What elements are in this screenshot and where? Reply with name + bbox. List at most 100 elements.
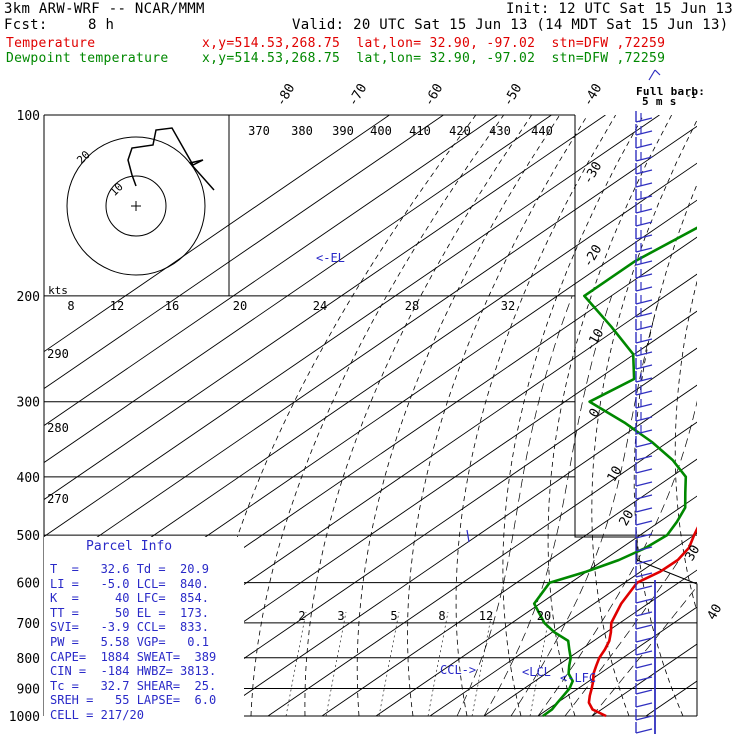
wind-barb <box>635 130 653 136</box>
sounding-profiles <box>532 226 697 718</box>
parcel-info-row: SVI= -3.9 CCL= 833. <box>50 620 209 635</box>
isotherm-line <box>537 606 697 717</box>
wind-barb <box>635 247 653 253</box>
parcel-info-row: K = 40 LFC= 854. <box>50 591 209 606</box>
isotherm-line <box>44 115 660 538</box>
pressure-tick-label: 900 <box>17 682 40 697</box>
parcel-info-row: TT = 50 EL = 173. <box>50 605 209 620</box>
legend-barb <box>648 69 656 81</box>
wind-barb <box>635 715 653 721</box>
mixing-ratio-label: 2 <box>298 609 305 623</box>
isotherm-line <box>44 162 697 612</box>
mixing-ratio-line <box>378 611 400 717</box>
wind-barb <box>635 338 653 344</box>
wind-barb <box>635 676 653 682</box>
dry-adiabat-line <box>356 115 561 717</box>
parcel-info-box <box>44 537 244 717</box>
wind-barb <box>635 260 653 266</box>
wind-barb <box>635 481 653 487</box>
dewpoint-location-info: x,y=514.53,268.75 lat,lon= 32.90, -97.02… <box>202 51 666 66</box>
wind-barb <box>635 455 653 461</box>
wind-barb <box>635 312 653 318</box>
ccl-marker: CCL-> <box>440 663 476 677</box>
dry-adiabat-line <box>591 119 697 717</box>
pressure-tick-label: 100 <box>17 109 40 124</box>
wind-barb <box>635 221 653 227</box>
forecast-label: Fcst: <box>4 17 48 33</box>
theta-label: 420 <box>449 124 471 138</box>
wind-barb <box>635 429 653 435</box>
wind-barb <box>635 234 653 240</box>
parcel-info-row: T = 32.6 Td = 20.9 <box>50 562 209 576</box>
isotherm-label: -60 <box>422 81 447 109</box>
lfc-marker: <-LFC <box>560 671 596 685</box>
wind-barb <box>635 650 653 656</box>
wind-barb <box>635 637 653 643</box>
parcel-info-row: PW = 5.58 VGP= 0.1 <box>50 635 209 649</box>
wind-barb <box>635 598 653 604</box>
moist-adiabat-line <box>456 295 573 717</box>
dry-adiabat-line <box>674 279 697 614</box>
hodograph-trace <box>127 127 215 191</box>
theta-label: 400 <box>370 124 392 138</box>
theta-label: 280 <box>47 421 69 435</box>
mixing-ratio-label: 5 <box>390 609 397 623</box>
isotherm-label: 20 <box>617 508 638 529</box>
wind-barb <box>635 442 653 448</box>
isotherm-label: 30 <box>683 543 704 564</box>
isotherm-label: -80 <box>274 81 299 109</box>
parcel-info-row: CAPE= 1884 SWEAT= 389 <box>50 649 217 664</box>
theta-label: 370 <box>248 124 270 138</box>
wind-barb <box>635 169 653 175</box>
wind-barb <box>635 182 653 188</box>
theta-label: 410 <box>409 124 431 138</box>
isotherm-line <box>213 384 697 717</box>
wind-barb <box>635 364 653 370</box>
pressure-tick-label: 500 <box>17 529 40 544</box>
wind-barb <box>635 403 653 409</box>
theta-label: 270 <box>47 492 69 506</box>
pressure-tick-label: 700 <box>17 617 40 632</box>
mixing-ratio-line <box>529 611 551 717</box>
isotherm-label: -40 <box>581 81 606 109</box>
parcel-info-row: SREH = 55 LAPSE= 6.0 <box>50 693 217 708</box>
mixing-ratio-label: 16 <box>165 299 179 313</box>
parcel-info-row: Tc = 32.7 SHEAR= 25. <box>50 678 217 693</box>
wind-barb <box>635 585 653 591</box>
isotherm-line <box>44 115 552 464</box>
parcel-info-row: LI = -5.0 LCL= 840. <box>50 576 209 591</box>
isotherm-line <box>44 115 444 390</box>
moist-adiabat-line <box>564 531 697 717</box>
wind-barb <box>635 325 653 331</box>
wind-barb <box>635 156 653 162</box>
wind-barb <box>635 390 653 396</box>
isotherm-label: 10 <box>605 464 626 485</box>
dewpoint-legend-label: Dewpoint temperature <box>6 51 169 66</box>
mixing-ratio-label: 8 <box>67 299 74 313</box>
legend-barb <box>654 69 661 76</box>
moist-adiabat-line <box>483 295 613 717</box>
el-marker: <-EL <box>316 251 345 265</box>
valid-time: Valid: 20 UTC Sat 15 Jun 13 (14 MDT Sat … <box>292 17 729 33</box>
temperature-location-info: x,y=514.53,268.75 lat,lon= 32.90, -97.02… <box>202 36 666 51</box>
isobar-lines <box>43 114 698 717</box>
wind-barb <box>635 494 653 500</box>
mixing-ratio-label: 28 <box>405 299 419 313</box>
wind-barb <box>635 143 653 149</box>
wind-barb <box>635 559 653 565</box>
wind-barb <box>635 377 653 383</box>
wind-barb <box>635 507 653 513</box>
init-time: Init: 12 UTC Sat 15 Jun 13 <box>506 1 733 17</box>
pressure-tick-label: 600 <box>17 577 40 592</box>
theta-label: 430 <box>489 124 511 138</box>
mixing-ratio-label: 12 <box>479 609 493 623</box>
background-grid <box>44 115 697 717</box>
pressure-tick-label: 400 <box>17 471 40 486</box>
wind-barb <box>635 520 653 526</box>
wind-barb <box>635 689 653 695</box>
isotherm-line <box>44 115 606 501</box>
isotherm-line <box>375 495 697 717</box>
isotherm-line <box>267 421 697 717</box>
isotherm-line <box>44 115 498 427</box>
isotherm-label: -70 <box>346 81 371 109</box>
